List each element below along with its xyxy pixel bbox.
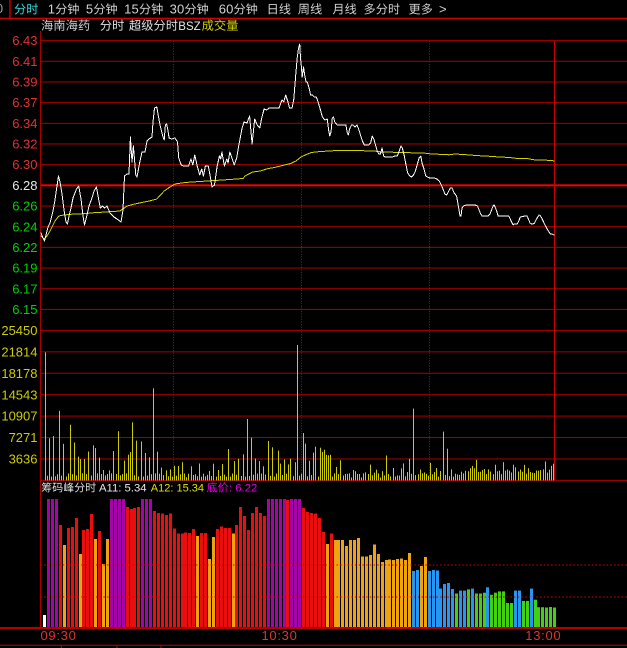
svg-text:10907: 10907 — [1, 409, 37, 424]
svg-text:5: 5 — [86, 2, 93, 17]
svg-text:6.34: 6.34 — [12, 116, 37, 131]
svg-text:6.17: 6.17 — [12, 281, 37, 296]
svg-text:1: 1 — [48, 2, 55, 17]
svg-text:0: 0 — [177, 2, 184, 17]
svg-text:21814: 21814 — [1, 344, 37, 359]
svg-text:A11: 5.34: A11: 5.34 — [99, 483, 147, 495]
svg-text:14543: 14543 — [1, 387, 37, 402]
svg-text:6.19: 6.19 — [12, 261, 37, 276]
svg-text:1: 1 — [124, 2, 131, 17]
svg-text:13:00: 13:00 — [525, 628, 561, 643]
svg-text:6.41: 6.41 — [12, 54, 37, 69]
svg-text:6.24: 6.24 — [12, 219, 37, 234]
svg-text:6.26: 6.26 — [12, 199, 37, 214]
svg-text:18178: 18178 — [1, 366, 37, 381]
svg-text:BSZ: BSZ — [178, 21, 200, 33]
svg-text:3: 3 — [170, 2, 177, 17]
svg-text:5: 5 — [132, 2, 139, 17]
svg-text:10:30: 10:30 — [262, 628, 298, 643]
svg-text:6.39: 6.39 — [12, 75, 37, 90]
svg-text:6.43: 6.43 — [12, 33, 37, 48]
svg-text:6.15: 6.15 — [12, 302, 37, 317]
svg-text:6.37: 6.37 — [12, 95, 37, 110]
svg-text:25450: 25450 — [1, 323, 37, 338]
svg-text:7271: 7271 — [9, 430, 38, 445]
svg-text:6.28: 6.28 — [12, 178, 37, 193]
svg-text:6.30: 6.30 — [12, 157, 37, 172]
svg-text:6.22: 6.22 — [12, 240, 37, 255]
svg-text:0: 0 — [0, 1, 3, 16]
svg-text:6.32: 6.32 — [12, 137, 37, 152]
svg-text:A12: 15.34: A12: 15.34 — [151, 483, 204, 495]
svg-text:6: 6 — [219, 2, 226, 17]
svg-text:3636: 3636 — [9, 452, 38, 467]
svg-text:09:30: 09:30 — [41, 628, 77, 643]
svg-text:>: > — [439, 2, 447, 17]
svg-text:: 6.22: : 6.22 — [229, 483, 257, 495]
svg-text:0: 0 — [226, 2, 233, 17]
